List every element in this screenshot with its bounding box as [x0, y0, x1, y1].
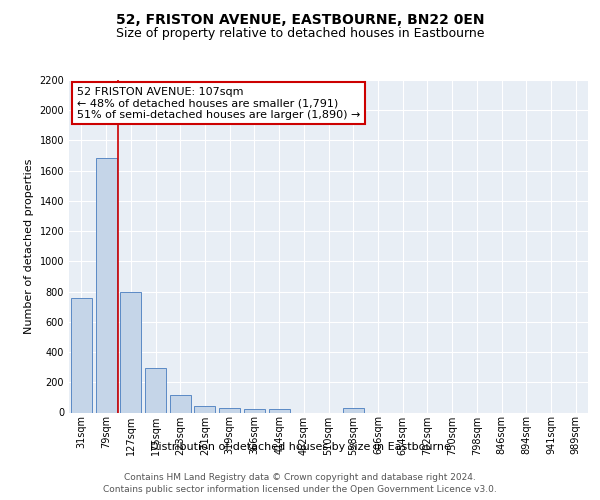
Text: Contains public sector information licensed under the Open Government Licence v3: Contains public sector information licen… [103, 485, 497, 494]
Bar [244, 409, 265, 412]
Text: 52 FRISTON AVENUE: 107sqm
← 48% of detached houses are smaller (1,791)
51% of se: 52 FRISTON AVENUE: 107sqm ← 48% of detac… [77, 86, 360, 120]
Text: Distribution of detached houses by size in Eastbourne: Distribution of detached houses by size … [149, 442, 451, 452]
Bar [95, 158, 116, 412]
Bar [269, 410, 290, 412]
Text: Size of property relative to detached houses in Eastbourne: Size of property relative to detached ho… [116, 28, 484, 40]
Text: Contains HM Land Registry data © Crown copyright and database right 2024.: Contains HM Land Registry data © Crown c… [124, 472, 476, 482]
Text: 52, FRISTON AVENUE, EASTBOURNE, BN22 0EN: 52, FRISTON AVENUE, EASTBOURNE, BN22 0EN [116, 12, 484, 26]
Bar [120, 292, 141, 412]
Bar [145, 368, 166, 412]
Bar [71, 298, 92, 412]
Bar [194, 406, 215, 412]
Bar [170, 395, 191, 412]
Bar [219, 408, 240, 412]
Bar [343, 408, 364, 412]
Y-axis label: Number of detached properties: Number of detached properties [24, 158, 34, 334]
